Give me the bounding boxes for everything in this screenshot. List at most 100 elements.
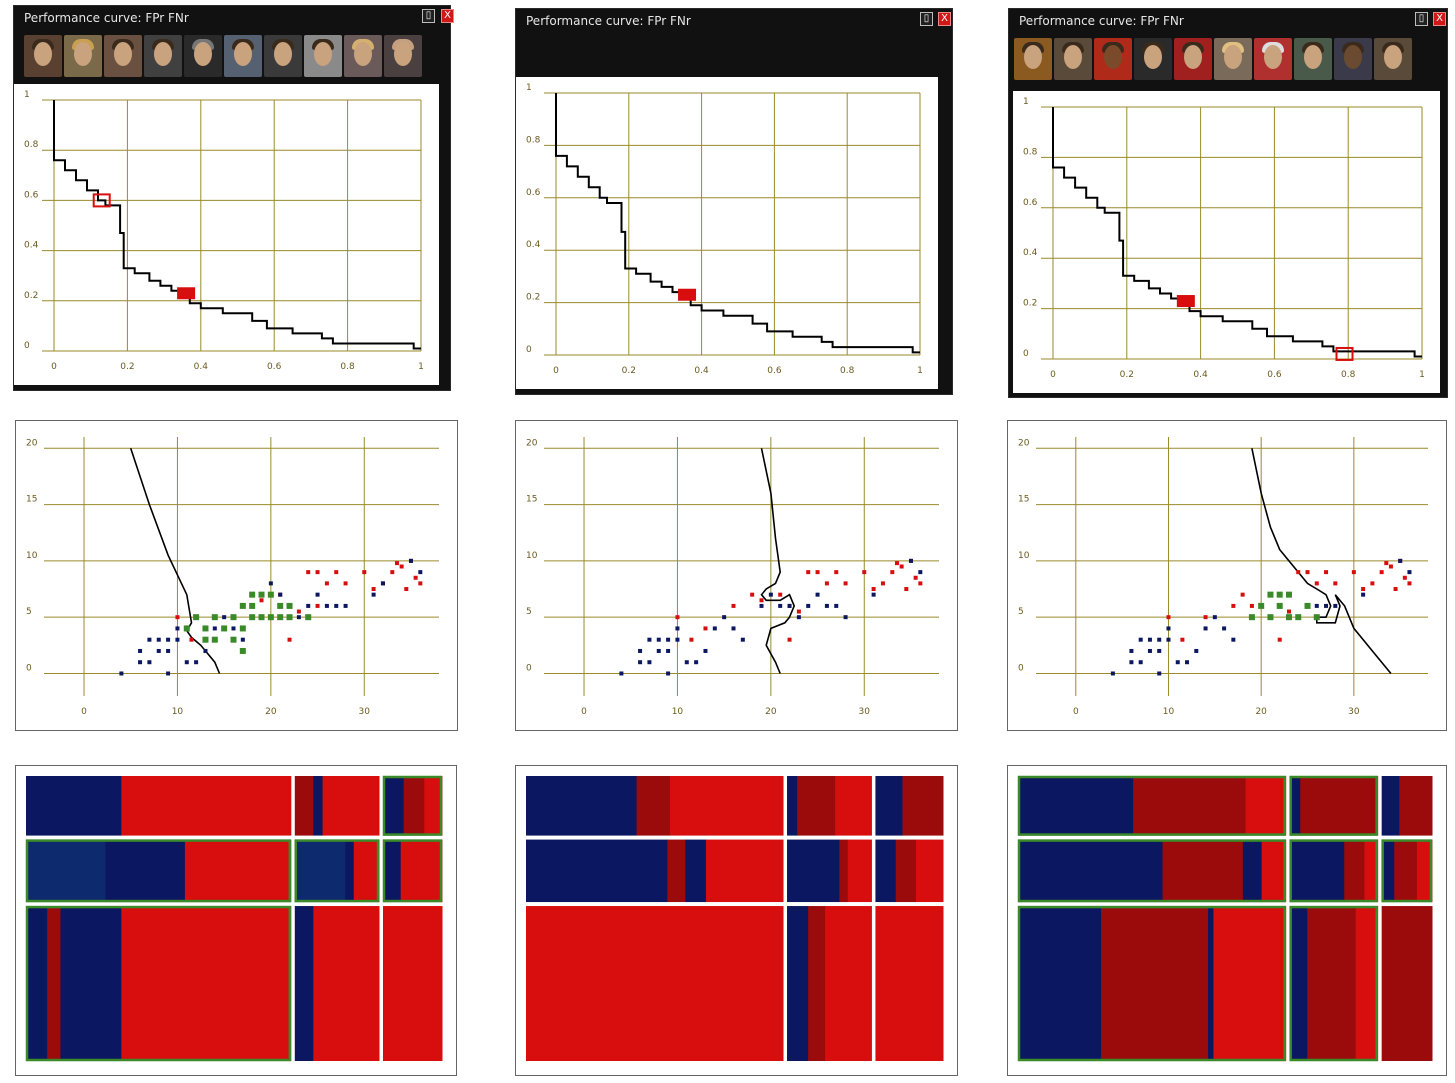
face-thumbnail[interactable] — [344, 35, 382, 77]
face-thumbnail[interactable] — [384, 35, 422, 77]
face-thumbnail[interactable] — [1014, 38, 1052, 80]
y-tick-label: 0.2 — [526, 293, 540, 303]
blue-data-point — [638, 648, 643, 653]
blue-data-point — [1314, 603, 1319, 608]
red-data-point — [343, 581, 348, 586]
green-data-point — [1276, 591, 1283, 598]
green-data-point — [286, 614, 293, 621]
treemap-selection-outline — [1381, 839, 1433, 903]
face-thumbnail[interactable] — [1094, 38, 1132, 80]
face-thumbnail[interactable] — [264, 35, 302, 77]
face-thumbnail[interactable] — [1134, 38, 1172, 80]
green-data-point — [1267, 614, 1274, 621]
face-thumbnail[interactable] — [1174, 38, 1212, 80]
selected-point-marker — [1335, 346, 1354, 361]
green-data-point — [1285, 591, 1292, 598]
treemap-segment — [787, 839, 840, 903]
face-thumbnail[interactable] — [144, 35, 182, 77]
face-thumbnail[interactable] — [1254, 38, 1292, 80]
red-data-point — [1249, 603, 1254, 608]
blue-data-point — [156, 648, 161, 653]
face-thumbnail[interactable] — [1334, 38, 1372, 80]
treemap-panel-1 — [15, 765, 457, 1076]
blue-data-point — [759, 603, 764, 608]
treemap-segment — [636, 776, 671, 836]
face-thumbnail[interactable] — [1294, 38, 1332, 80]
x-tick-label: 30 — [859, 707, 871, 717]
treemap-segment — [313, 776, 324, 836]
treemap-segment — [345, 839, 355, 903]
face-thumbnail[interactable] — [184, 35, 222, 77]
treemap-selection-outline — [1289, 775, 1378, 836]
treemap-segment — [875, 839, 897, 903]
y-tick-label: 15 — [26, 495, 37, 505]
red-data-point — [315, 570, 320, 575]
face-thumbnail[interactable] — [64, 35, 102, 77]
blue-data-point — [278, 592, 283, 597]
x-tick-label: 0.8 — [1341, 370, 1356, 380]
green-data-point — [183, 625, 190, 632]
x-tick-label: 0.6 — [767, 366, 782, 376]
treemap — [526, 776, 944, 1061]
green-data-point — [277, 614, 284, 621]
blue-data-point — [871, 592, 876, 597]
red-data-point — [371, 587, 376, 592]
treemap-selection-outline — [1017, 905, 1286, 1062]
x-tick-label: 1 — [418, 362, 424, 372]
blue-data-point — [268, 581, 273, 586]
blue-data-point — [408, 558, 413, 563]
performance-curve-line — [1052, 107, 1422, 358]
close-button[interactable]: X — [938, 12, 951, 26]
blue-data-point — [1147, 637, 1152, 642]
operating-point-marker — [177, 287, 196, 300]
red-data-point — [759, 598, 764, 603]
y-tick-label: 0 — [526, 663, 532, 673]
performance-curve-chart: 0 0.2 0.4 0.6 0.8 1 0 0.2 0.4 0.6 0.8 1 — [1023, 97, 1425, 380]
face-thumbnail[interactable] — [1374, 38, 1412, 80]
red-data-point — [824, 581, 829, 586]
x-tick-label: 0.6 — [1267, 370, 1282, 380]
red-data-point — [918, 581, 923, 586]
window-titlebar[interactable]: Performance curve: FPr FNr ▯ X — [14, 6, 454, 30]
y-tick-label: 1 — [526, 83, 532, 93]
red-data-point — [1407, 581, 1412, 586]
window-titlebar[interactable]: Performance curve: FPr FNr ▯ X — [1009, 9, 1447, 33]
red-data-point — [1314, 581, 1319, 586]
maximize-button[interactable]: ▯ — [422, 9, 435, 23]
red-data-point — [880, 581, 885, 586]
treemap-segment — [26, 906, 48, 1061]
blue-data-point — [418, 570, 423, 575]
maximize-button[interactable]: ▯ — [920, 12, 933, 26]
treemap-segment — [526, 839, 668, 903]
maximize-button[interactable]: ▯ — [1415, 12, 1428, 26]
blue-data-point — [740, 637, 745, 642]
face-thumbnail[interactable] — [224, 35, 262, 77]
face-thumbnail[interactable] — [104, 35, 142, 77]
red-data-point — [1379, 570, 1384, 575]
face-thumbnail[interactable] — [1214, 38, 1252, 80]
close-button[interactable]: X — [1433, 12, 1446, 26]
treemap-segment — [808, 906, 826, 1061]
performance-curve-window-2: Performance curve: FPr FNr ▯ X 0 0.2 0.4 0.… — [515, 8, 953, 395]
face-thumbnail[interactable] — [1054, 38, 1092, 80]
x-tick-label: 20 — [765, 707, 777, 717]
face-thumbnail[interactable] — [24, 35, 62, 77]
face-thumbnail[interactable] — [304, 35, 342, 77]
red-data-point — [1203, 615, 1208, 620]
red-data-point — [703, 626, 708, 631]
y-tick-label: 0 — [526, 345, 532, 355]
blue-data-point — [324, 603, 329, 608]
treemap-segment — [1208, 906, 1214, 1061]
close-button[interactable]: X — [441, 9, 454, 23]
performance-curve-chart: 0 0.2 0.4 0.6 0.8 1 0 0.2 0.4 0.6 0.8 1 — [24, 90, 424, 372]
green-data-point — [258, 614, 265, 621]
treemap-segment — [105, 839, 186, 903]
window-title: Performance curve: FPr FNr — [24, 11, 189, 25]
treemap-segment — [1261, 839, 1287, 903]
red-data-point — [843, 581, 848, 586]
x-tick-label: 0.4 — [194, 362, 209, 372]
treemap-selection-outline — [25, 839, 292, 903]
x-tick-label: 1 — [1419, 370, 1425, 380]
blue-data-point — [334, 603, 339, 608]
window-titlebar[interactable]: Performance curve: FPr FNr ▯ X — [516, 9, 952, 33]
